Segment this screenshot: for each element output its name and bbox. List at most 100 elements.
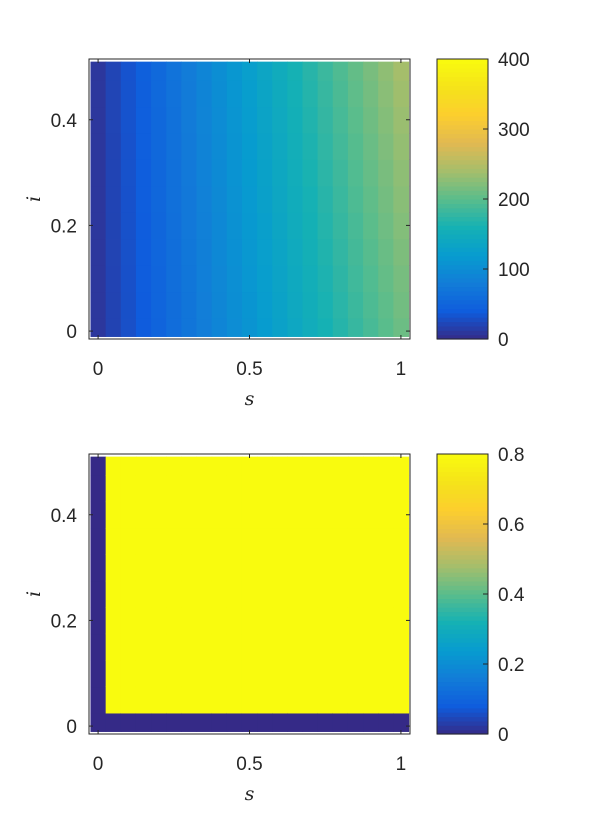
colorbar-segment [437,506,488,512]
colorbar-segment [437,633,488,639]
heatmap-cell [257,475,273,503]
heatmap-cell [317,317,334,337]
heatmap-cell [90,159,107,187]
colorbar-segment [437,242,488,248]
colorbar-segment [437,699,488,704]
heatmap-cell [257,554,273,582]
heatmap-cell [347,686,364,714]
colorbar-segment [437,484,488,490]
heatmap-cell [241,212,258,240]
heatmap-cell [257,80,273,108]
heatmap-cell [347,580,364,608]
heatmap-cell [135,159,152,187]
heatmap-cell [393,475,410,503]
heatmap-cell [378,106,394,134]
heatmap-cell [135,238,152,266]
y-tick-label: 0.4 [51,506,78,527]
colorbar-segment [437,177,488,183]
heatmap-cell [378,580,394,608]
heatmap-cell [302,61,319,81]
heatmap-cell [393,501,410,529]
colorbar-segment [437,282,488,288]
heatmap-cell [166,554,182,582]
heatmap-cell [166,212,182,240]
heatmap-cell [257,185,273,213]
heatmap-cell [393,106,410,134]
colorbar-segment [437,199,488,204]
heatmap-cell [105,212,122,240]
colorbar-segment [437,115,488,121]
colorbar: 0 0.2 0.4 0.6 0.8 [436,445,525,746]
heatmap-cell [211,633,228,661]
heatmap-cell [393,61,410,81]
heatmap-cell [378,527,394,555]
heatmap-cell [272,633,288,661]
heatmap-cell [166,265,182,293]
heatmap-cell [317,456,334,476]
colorbar-segment [437,89,488,95]
heatmap-cell [196,185,213,213]
heatmap-cell [272,554,288,582]
heatmap-cell [378,456,394,476]
heatmap-cell [120,475,137,503]
heatmap-cell [226,607,243,635]
colorbar-segment [437,107,488,113]
heatmap-cell [241,132,258,160]
colorbar-segment [437,321,488,327]
heatmap-cell [241,633,258,661]
heatmap-cell [166,660,182,688]
colorbar-segment [437,299,488,305]
heatmap-cell [241,291,258,319]
heatmap-cell [90,61,107,81]
heatmap-cell [393,686,410,714]
heatmap-cell [105,456,122,476]
colorbar-segment [437,334,488,340]
heatmap-cell [378,291,394,319]
heatmap-cell [181,554,198,582]
heatmap-cell [302,475,319,503]
colorbar-segment [437,629,488,634]
colorbar-segment [437,655,488,661]
colorbar-segment [437,720,488,726]
heatmap-cell [347,527,364,555]
heatmap-cell [151,159,167,187]
colorbar-segment [437,85,488,91]
heatmap-cell [151,185,167,213]
heatmap-cell [226,317,243,337]
colorbar-segment [437,290,488,296]
heatmap-cell [332,501,349,529]
heatmap-cell [135,686,152,714]
colorbar-segment [437,330,488,336]
heatmap-cell [302,580,319,608]
heatmap-cell [332,633,349,661]
colorbar-segment [437,685,488,691]
heatmap-cell [393,159,410,187]
heatmap-cell [363,159,379,187]
heatmap-cell [226,185,243,213]
heatmap-cell [393,212,410,240]
y-tick-label: 0 [66,322,77,343]
heatmap-cell [211,159,228,187]
heatmap-cell [302,238,319,266]
heatmap-cell [272,527,288,555]
heatmap-cell [363,291,379,319]
heatmap-cell [272,501,288,529]
heatmap-cell [302,185,319,213]
colorbar-segment [437,646,488,652]
y-tick-label: 0.2 [51,216,77,237]
heatmap-cell [241,159,258,187]
heatmap-cell [151,501,167,529]
colorbar-segment [437,286,488,292]
colorbar-tick-label: 0.6 [498,515,524,536]
colorbar-tick-label: 300 [498,120,530,141]
heatmap-cell [226,501,243,529]
y-axis-label: i [23,196,45,202]
heatmap-cell [105,607,122,635]
heatmap-cell [317,238,334,266]
heatmap-cell [317,132,334,160]
heatmap-cell [363,712,379,732]
heatmap-cell [226,159,243,187]
heatmap-cell [272,238,288,266]
heatmap-cell [287,265,304,293]
heatmap-cell [302,660,319,688]
